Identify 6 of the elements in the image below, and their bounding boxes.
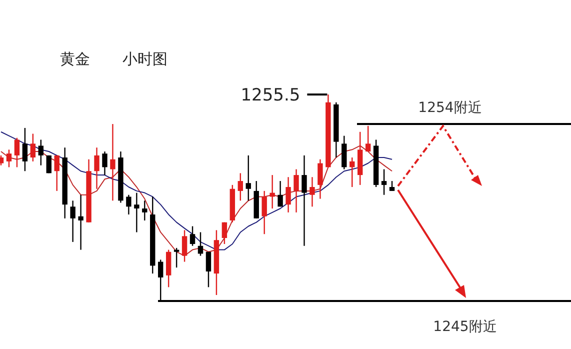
ref-line-label: 1254附近 — [418, 100, 482, 116]
subtitle: 小时图 — [122, 50, 168, 68]
title: 黄金 — [60, 50, 90, 68]
annotation: 1255.5 — [240, 86, 300, 106]
ref-line-label: 1245附近 — [433, 319, 497, 335]
annotation: 1255.5 — [240, 86, 328, 106]
